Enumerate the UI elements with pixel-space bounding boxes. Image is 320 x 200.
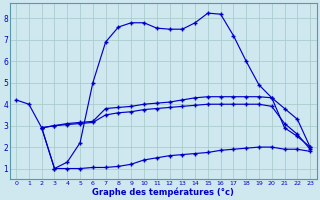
X-axis label: Graphe des températures (°c): Graphe des températures (°c)	[92, 187, 234, 197]
